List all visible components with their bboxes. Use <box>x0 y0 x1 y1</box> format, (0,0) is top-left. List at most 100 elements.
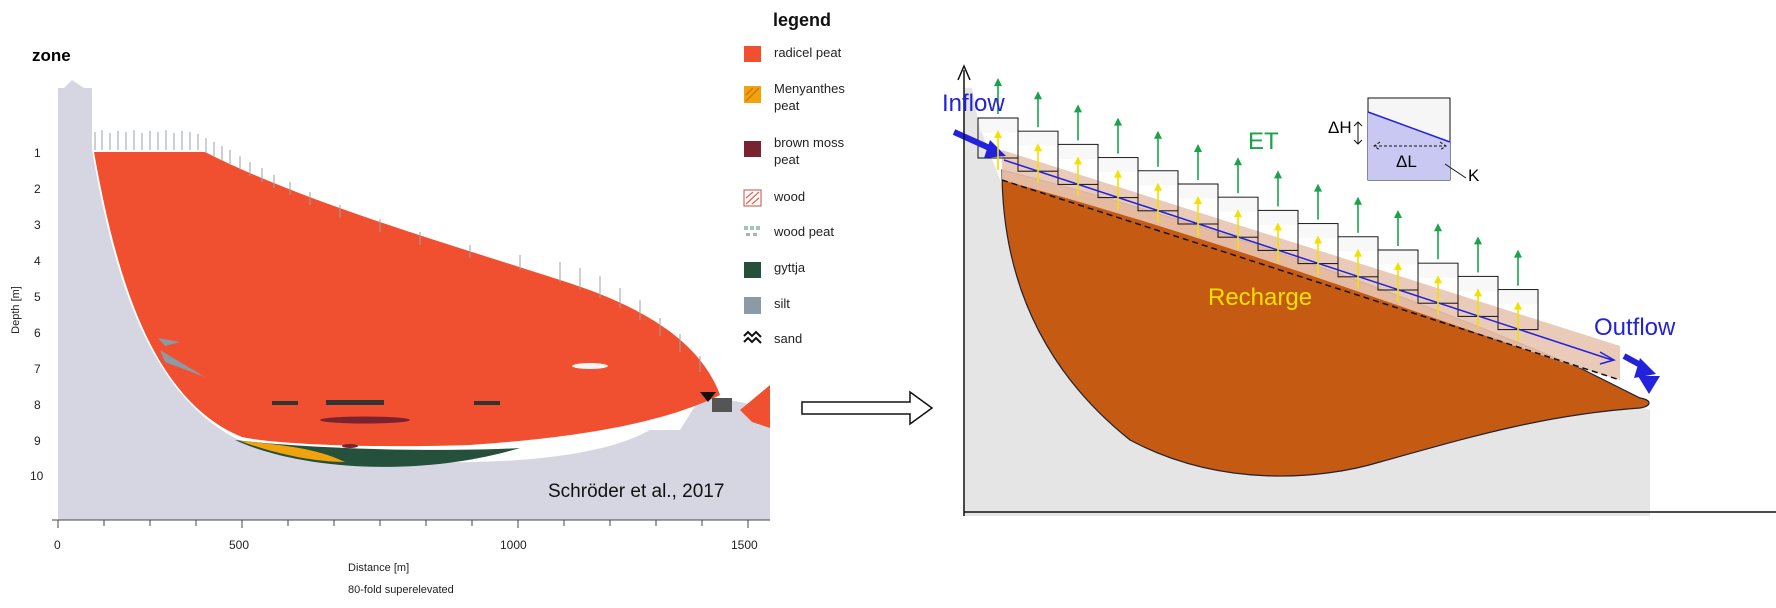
et-arrowhead <box>1434 223 1442 232</box>
depth-tick: 2 <box>34 182 41 196</box>
depth-tick: 6 <box>34 326 41 340</box>
model-cell-air <box>1418 263 1458 278</box>
recharge-arrowhead <box>1354 248 1362 257</box>
depth-tick: 5 <box>34 290 41 304</box>
et-arrowhead <box>1314 183 1322 192</box>
recharge-arrowhead <box>1114 169 1122 178</box>
legend-swatch-brown-moss-peat <box>744 141 761 157</box>
depth-tick: 9 <box>34 434 41 448</box>
recharge-arrowhead <box>1474 288 1482 297</box>
inflow-label: Inflow <box>942 90 1005 117</box>
et-arrowhead <box>1154 130 1162 139</box>
silt-streak-1 <box>160 350 205 377</box>
transition-arrow <box>800 388 940 428</box>
water-table-dashed <box>1001 179 1621 381</box>
et-arrowhead <box>1274 170 1282 179</box>
delta-h-label: ΔH <box>1328 118 1352 137</box>
recharge-label: Recharge <box>1208 284 1313 311</box>
radicel-peat-right-patch <box>740 385 770 428</box>
legend-label-gyttja: gyttja <box>774 260 806 275</box>
recharge-arrowhead <box>1194 196 1202 204</box>
model-cell-air <box>1138 171 1178 186</box>
recharge-arrowhead <box>1434 275 1442 284</box>
legend-swatch-sand <box>743 330 762 346</box>
et-arrowhead <box>1474 236 1482 245</box>
left-bank <box>58 88 92 520</box>
model-cell-air <box>1218 197 1258 212</box>
y-axis-label: Depth [m] <box>9 286 22 334</box>
inflow-arrow <box>952 129 996 153</box>
cross-section-svg <box>52 46 770 528</box>
surface-vegetation <box>94 130 701 372</box>
outlet-water-level-icon <box>1638 376 1660 394</box>
menyanthes-lens <box>240 441 345 462</box>
legend-swatch-wood-peat <box>744 226 760 236</box>
x-axis-label: Distance [m] <box>348 562 410 574</box>
depth-tick: 8 <box>34 398 41 412</box>
model-cell-air <box>1378 250 1418 265</box>
gyttja-lens <box>235 440 520 467</box>
delta-l-label: ΔL <box>1396 152 1417 171</box>
depth-tick: 3 <box>34 218 41 232</box>
legend-label-brown-moss-peat: brown moss peat <box>774 135 845 167</box>
et-arrowhead <box>1354 196 1362 205</box>
zone-title: zone <box>32 46 71 65</box>
x-tick: 0 <box>54 538 61 552</box>
legend-label-radicel-peat: radicel peat <box>774 45 842 60</box>
flow-line-arrowhead <box>1599 351 1616 365</box>
model-cell-air <box>1338 237 1378 252</box>
model-cell-air <box>1498 290 1538 305</box>
radicel-peat-body <box>94 152 720 447</box>
model-cell-air <box>978 118 1018 133</box>
recharge-arrowhead <box>1274 222 1282 231</box>
mineral-ground <box>58 80 770 520</box>
x-tick: 1500 <box>731 538 758 552</box>
model-cell-air <box>1018 131 1058 146</box>
et-arrowhead <box>1234 157 1242 166</box>
recharge-arrowhead <box>1074 156 1082 165</box>
flux-arrows <box>994 78 1522 342</box>
x-tick: 1000 <box>500 538 527 552</box>
citation: Schröder et al., 2017 <box>548 481 725 502</box>
k-label: K <box>1468 166 1480 185</box>
white-lens <box>572 363 608 369</box>
legend-title: legend <box>773 10 832 30</box>
recharge-arrowhead <box>1034 143 1042 152</box>
et-arrowhead <box>1074 104 1082 113</box>
acrotelm-layer <box>1002 150 1620 380</box>
outflow-label: Outflow <box>1594 314 1676 341</box>
legend-swatch-gyttja <box>744 262 761 278</box>
et-arrowhead <box>1034 91 1042 100</box>
legend-label-sand: sand <box>774 331 803 346</box>
depth-tick: 10 <box>30 469 44 483</box>
depth-tick: 4 <box>34 254 41 268</box>
depth-tick: 1 <box>34 146 41 160</box>
legend-label-wood-peat: wood peat <box>774 224 834 239</box>
et-label: ET <box>1248 128 1279 155</box>
x-axis-ticks <box>57 520 749 528</box>
et-arrowhead <box>1194 144 1202 152</box>
recharge-arrowhead <box>1314 235 1322 244</box>
legend-label-silt: silt <box>774 296 790 311</box>
et-arrowhead <box>1114 117 1122 126</box>
transition-arrow-icon <box>801 390 934 426</box>
peatland-cross-section-figure: zone 1 2 3 4 5 6 7 8 9 10 Depth [m] 0 50… <box>0 0 831 603</box>
model-cell-air <box>1098 158 1138 173</box>
brown-moss-dot <box>342 444 358 448</box>
recharge-arrowhead <box>1234 209 1242 218</box>
flow-line <box>1003 159 1613 361</box>
model-cell-air <box>1298 224 1338 239</box>
sand-patch-right <box>712 398 732 412</box>
et-arrowhead <box>1514 249 1522 258</box>
recharge-arrowhead <box>1394 262 1402 270</box>
legend-swatch-silt <box>744 297 761 314</box>
silt-streak-2 <box>158 338 180 346</box>
sand-lens-3 <box>474 401 500 405</box>
x-tick: 500 <box>229 538 250 552</box>
recharge-arrowhead <box>994 130 1002 138</box>
model-cell-air <box>1058 144 1098 159</box>
model-cell-air <box>1458 276 1498 291</box>
legend-label-wood: wood <box>774 189 806 204</box>
recharge-arrowhead <box>1514 301 1522 310</box>
model-cell-air <box>1178 184 1218 199</box>
